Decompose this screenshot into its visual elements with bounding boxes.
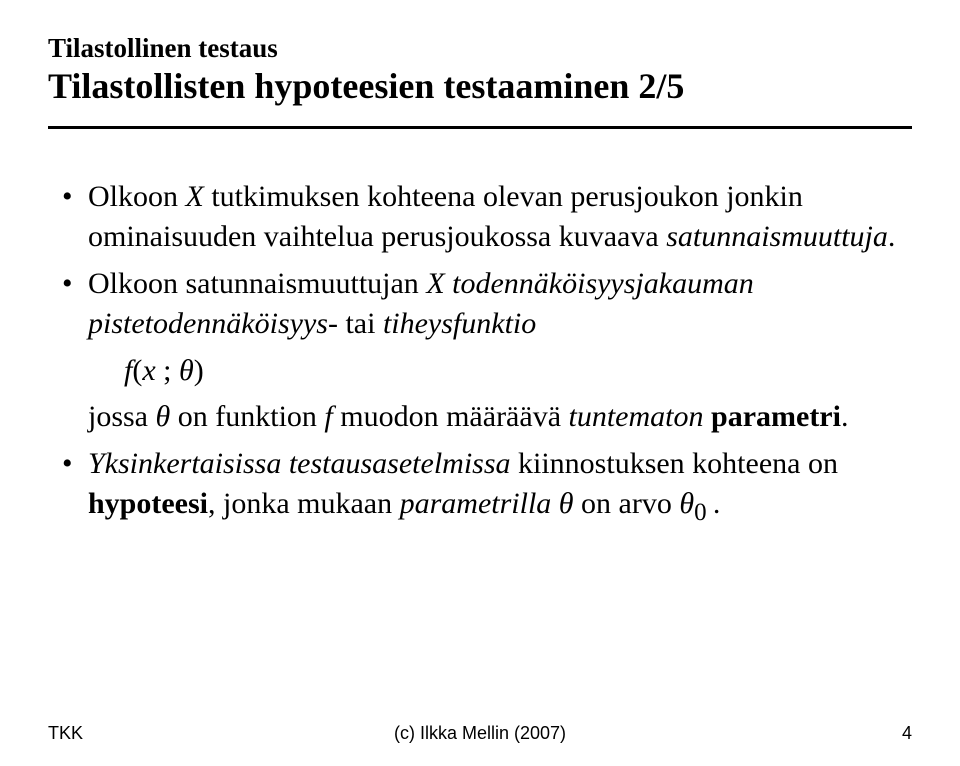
- var-x: X: [426, 267, 452, 300]
- var-theta: θ: [559, 487, 581, 520]
- text: muodon määräävä: [340, 400, 568, 433]
- var-f: f: [324, 400, 340, 433]
- text: - tai: [328, 307, 383, 340]
- page-title: Tilastollisten hypoteesien testaaminen 2…: [48, 66, 912, 107]
- text: .: [888, 220, 896, 253]
- slide-content: Olkoon X tutkimuksen kohteena olevan per…: [48, 177, 912, 530]
- var-theta0: θ: [679, 487, 694, 520]
- supertitle: Tilastollinen testaus: [48, 32, 912, 64]
- formula-x: x: [142, 354, 163, 387]
- formula-open: (: [132, 354, 142, 387]
- text: .: [713, 487, 721, 520]
- term: satunnaismuuttuja: [666, 220, 888, 253]
- text: , jonka mukaan: [208, 487, 400, 520]
- footer-left: TKK: [48, 723, 83, 744]
- var-x: X: [186, 180, 204, 213]
- text: Olkoon satunnaismuuttujan: [88, 267, 426, 300]
- bold-term: hypoteesi: [88, 487, 208, 520]
- text: on arvo: [581, 487, 679, 520]
- formula-theta: θ: [179, 354, 194, 387]
- formula-line: f(x ; θ): [56, 351, 904, 392]
- formula-close: ): [194, 354, 204, 387]
- bullet-item-2-cont: jossa θ on funktion f muodon määräävä tu…: [56, 397, 904, 438]
- text: on funktion: [178, 400, 325, 433]
- bullet-item-1: Olkoon X tutkimuksen kohteena olevan per…: [56, 177, 904, 258]
- formula-sep: ;: [163, 354, 179, 387]
- slide-header: Tilastollinen testaus Tilastollisten hyp…: [48, 32, 912, 108]
- var-theta: θ: [156, 400, 178, 433]
- bullet-item-2: Olkoon satunnaismuuttujan X todennäköisy…: [56, 264, 904, 345]
- subscript-0: 0: [694, 499, 713, 526]
- footer-page-number: 4: [902, 723, 912, 744]
- text: Olkoon: [88, 180, 186, 213]
- footer-center: (c) Ilkka Mellin (2007): [394, 723, 566, 744]
- term: Yksinkertaisissa testausasetelmissa: [88, 447, 511, 480]
- text: .: [841, 400, 849, 433]
- header-divider: [48, 126, 912, 129]
- term: tiheysfunktio: [383, 307, 536, 340]
- term: tuntematon: [569, 400, 712, 433]
- slide-footer: TKK (c) Ilkka Mellin (2007) 4: [0, 723, 960, 744]
- bullet-list: Olkoon X tutkimuksen kohteena olevan per…: [56, 177, 904, 530]
- text: jossa: [88, 400, 156, 433]
- bullet-item-3: Yksinkertaisissa testausasetelmissa kiin…: [56, 444, 904, 530]
- text: kiinnostuksen kohteena on: [511, 447, 838, 480]
- term: parametrilla: [400, 487, 559, 520]
- bold-term: parametri: [711, 400, 841, 433]
